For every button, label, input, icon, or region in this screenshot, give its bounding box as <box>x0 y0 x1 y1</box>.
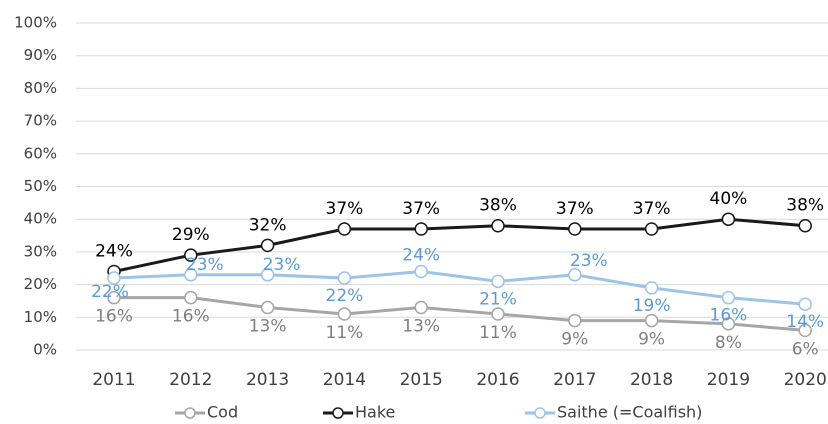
data-label: 23% <box>570 251 608 271</box>
y-tick-label: 40% <box>24 210 57 228</box>
marker <box>568 313 582 328</box>
marker <box>414 300 428 315</box>
data-label: 8% <box>715 333 742 353</box>
data-label: 37% <box>326 199 364 219</box>
series-line <box>113 217 806 273</box>
marker <box>107 271 121 285</box>
data-label: 19% <box>633 296 671 316</box>
data-label: 29% <box>172 225 210 245</box>
marker <box>184 268 198 282</box>
y-tick-label: 70% <box>24 112 57 130</box>
marker <box>260 268 275 282</box>
data-label: 23% <box>186 255 224 275</box>
marker <box>337 222 352 236</box>
marker <box>184 248 198 262</box>
series-line <box>113 270 806 306</box>
y-tick-label: 90% <box>24 46 57 64</box>
data-label: 14% <box>786 312 824 332</box>
marker <box>568 268 582 282</box>
data-label: 16% <box>95 307 133 327</box>
data-label: 37% <box>402 199 440 219</box>
x-tick-label: 2018 <box>630 370 673 390</box>
data-label: 13% <box>249 316 287 336</box>
data-label: 24% <box>402 246 440 266</box>
marker <box>644 313 659 328</box>
marker <box>260 238 275 253</box>
y-tick-label: 80% <box>24 79 57 97</box>
data-label: 16% <box>172 307 210 327</box>
data-label: 9% <box>561 330 588 350</box>
data-label: 24% <box>95 242 133 262</box>
data-label: 37% <box>556 199 594 219</box>
x-tick-label: 2013 <box>246 370 289 390</box>
marker <box>107 290 121 305</box>
data-label: 11% <box>326 323 364 343</box>
marker <box>568 222 582 236</box>
data-label: 40% <box>710 189 748 209</box>
data-label: 22% <box>326 286 364 306</box>
legend-marker <box>534 407 546 419</box>
legend-label: Cod <box>207 403 238 422</box>
marker <box>414 264 428 279</box>
marker <box>798 297 812 311</box>
data-label: 11% <box>479 323 517 343</box>
data-label: 23% <box>263 255 301 275</box>
marker <box>491 307 505 321</box>
marker <box>337 271 352 285</box>
y-tick-label: 100% <box>14 14 57 32</box>
marker <box>644 222 659 236</box>
y-tick-label: 60% <box>24 144 57 162</box>
legend-label: Hake <box>355 403 395 422</box>
marker <box>721 290 736 305</box>
legend-marker <box>332 407 344 419</box>
marker <box>644 281 659 295</box>
marker <box>337 307 352 321</box>
data-label: 9% <box>638 330 665 350</box>
x-tick-label: 2020 <box>784 370 827 390</box>
legend-marker <box>184 407 196 419</box>
y-tick-label: 20% <box>24 275 57 293</box>
marker <box>721 212 736 226</box>
data-label: 38% <box>786 196 824 216</box>
marker <box>721 317 736 331</box>
data-label: 13% <box>402 316 440 336</box>
x-tick-label: 2016 <box>476 370 519 390</box>
data-label: 32% <box>249 215 287 235</box>
data-label: 21% <box>479 289 517 309</box>
x-tick-label: 2012 <box>169 370 212 390</box>
data-label: 37% <box>633 199 671 219</box>
marker <box>798 323 812 338</box>
data-label: 16% <box>710 306 748 326</box>
x-tick-label: 2014 <box>323 370 366 390</box>
x-tick-label: 2011 <box>92 370 135 390</box>
y-tick-label: 10% <box>24 308 57 326</box>
marker <box>491 274 505 289</box>
data-label: 22% <box>91 282 129 302</box>
y-tick-label: 0% <box>33 341 57 359</box>
x-tick-label: 2017 <box>553 370 596 390</box>
marker <box>491 218 505 233</box>
marker <box>798 218 812 233</box>
y-tick-label: 30% <box>24 242 57 260</box>
data-label: 6% <box>792 339 819 359</box>
x-tick-label: 2019 <box>707 370 750 390</box>
marker <box>184 290 198 305</box>
marker <box>414 222 428 236</box>
x-tick-label: 2015 <box>400 370 443 390</box>
marker <box>260 300 275 315</box>
y-tick-label: 50% <box>24 177 57 195</box>
series-line <box>114 296 806 332</box>
data-label: 38% <box>479 196 517 216</box>
legend-label: Saithe (=Coalfish) <box>557 403 702 422</box>
